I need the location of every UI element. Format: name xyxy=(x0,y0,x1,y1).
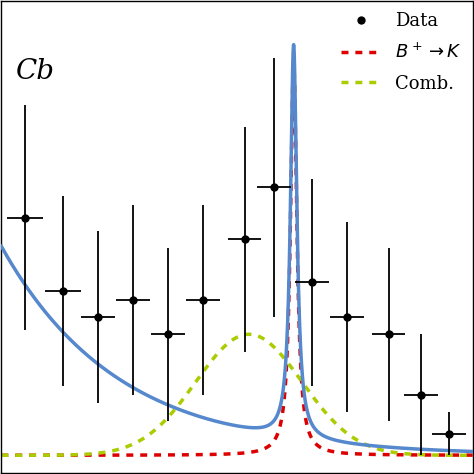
Text: Cb: Cb xyxy=(16,58,55,85)
Legend: Data, $B^+ \to K$, Comb.: Data, $B^+ \to K$, Comb. xyxy=(334,5,469,100)
